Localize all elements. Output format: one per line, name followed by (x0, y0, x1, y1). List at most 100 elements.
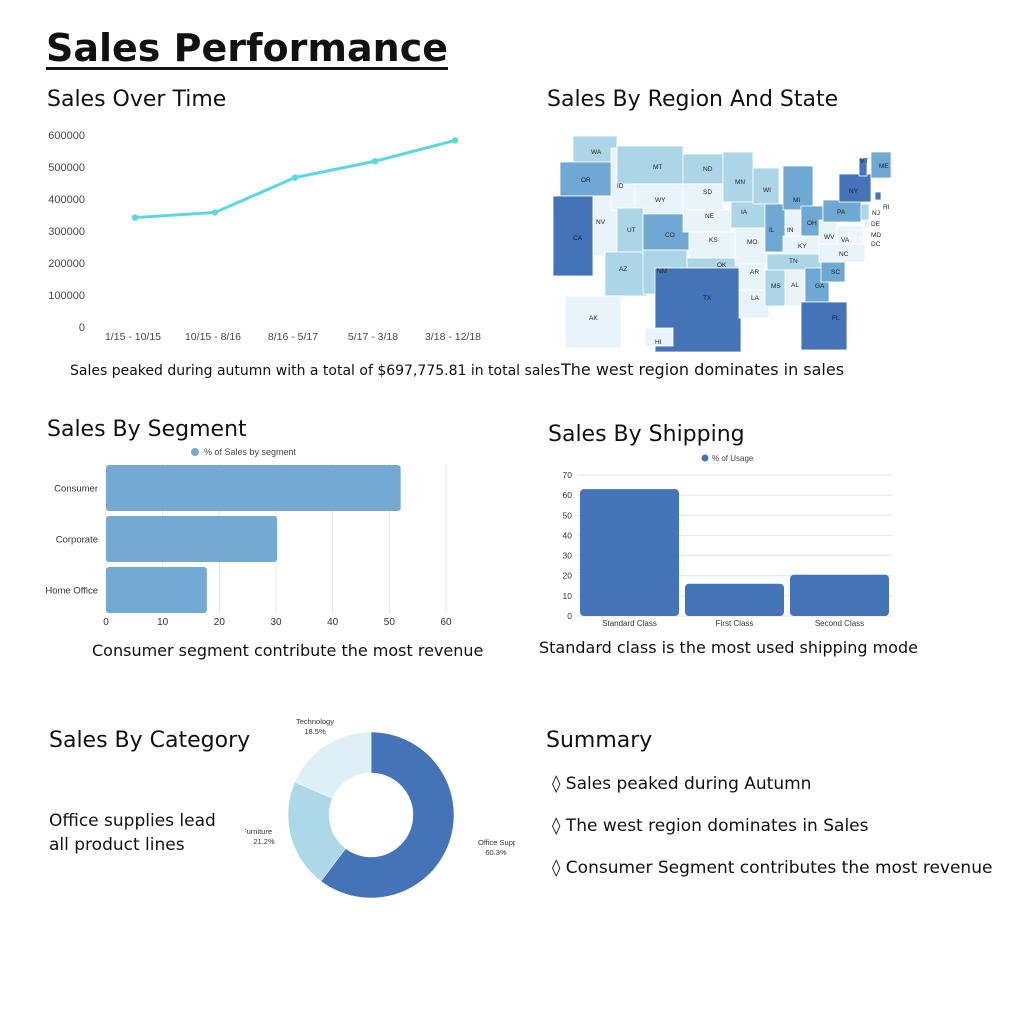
state-label: DC (871, 241, 881, 248)
state-label: TX (703, 295, 712, 302)
y-tick-label: 500000 (48, 162, 85, 174)
sales-by-shipping-caption: Standard class is the most used shipping… (539, 638, 918, 657)
slice-percent: 21.2% (253, 837, 275, 846)
sales-by-shipping-chart: % of Usage 0 10 20 30 40 50 60 70 Standard Clas… (563, 454, 892, 628)
x-tick-label: 10/15 - 8/16 (185, 331, 241, 343)
bar (685, 583, 784, 616)
state-label: ID (617, 183, 624, 190)
state-shape (764, 203, 786, 253)
state-label: VT (860, 158, 868, 165)
state-label: NJ (872, 210, 880, 217)
state-shape (738, 263, 766, 291)
x-tick-label: Second Class (815, 619, 864, 628)
sales-by-segment-chart: % of Sales by segment Consumer Corporate H… (45, 447, 452, 628)
state-label: NM (657, 268, 667, 275)
state-label: DE (871, 221, 881, 228)
state-label: HI (655, 339, 662, 346)
state-label: MS (771, 283, 781, 290)
slice-label: Technology (296, 717, 334, 726)
state-label: TN (789, 258, 798, 265)
y-tick-label: 10 (563, 591, 573, 601)
state-label: SD (703, 189, 712, 196)
x-tick-label: 60 (440, 617, 452, 628)
state-shape (752, 167, 780, 205)
state-shape (870, 151, 892, 179)
state-label: AL (791, 282, 799, 289)
state-label: MD (871, 232, 881, 239)
bar (790, 574, 889, 616)
x-tick-label: Standard Class (602, 619, 657, 628)
state-shape (552, 195, 594, 277)
state-label: CA (573, 235, 583, 242)
y-tick-label: 600000 (48, 130, 85, 142)
bar (106, 567, 207, 613)
state-shape (874, 191, 882, 201)
sales-by-segment-caption: Consumer segment contribute the most rev… (92, 641, 484, 660)
state-shape (848, 229, 864, 239)
legend-label: % of Sales by segment (204, 447, 297, 457)
sales-by-category-donut: Office Supplies60.3% Furniture21.2% Techno… (245, 717, 515, 899)
state-label: MT (653, 164, 662, 171)
state-shape (682, 153, 724, 185)
state-shape (644, 327, 674, 347)
sales-by-category-title: Sales By Category (49, 728, 251, 753)
state-label: VA (841, 237, 850, 244)
state-label: IN (787, 227, 794, 234)
state-label: ME (879, 163, 889, 170)
y-tick-label: 0 (567, 611, 572, 621)
state-label: NC (839, 251, 849, 258)
state-label: UT (627, 227, 636, 234)
bar (580, 489, 679, 616)
state-label: OH (807, 220, 817, 227)
x-tick-label: 20 (214, 617, 226, 628)
sales-by-segment-title: Sales By Segment (47, 417, 247, 442)
state-label: AR (750, 269, 759, 276)
state-label: ND (703, 166, 713, 173)
state-label: IA (741, 209, 748, 216)
state-shape (722, 151, 754, 203)
state-label: KS (709, 237, 718, 244)
state-shape (604, 251, 648, 297)
sales-over-time-title: Sales Over Time (47, 87, 227, 112)
state-label: WY (655, 197, 666, 204)
state-label: NY (849, 188, 859, 195)
x-tick-label: 40 (327, 617, 339, 628)
category-label: Corporate (56, 535, 98, 546)
y-tick-label: 200000 (48, 258, 85, 270)
data-point (291, 174, 299, 181)
state-label: GA (815, 283, 825, 290)
y-tick-label: 400000 (48, 194, 85, 206)
x-tick-label: 50 (384, 617, 396, 628)
x-tick-label: 5/17 - 3/18 (348, 331, 398, 343)
state-shape (854, 237, 862, 245)
legend-label: % of Usage (712, 454, 754, 463)
state-label: PA (837, 209, 846, 216)
state-shape (734, 227, 768, 267)
state-label: NV (596, 219, 606, 226)
page-title: Sales Performance (46, 26, 448, 70)
state-label: IL (769, 227, 775, 234)
state-shape (564, 295, 622, 349)
state-label: MO (747, 239, 757, 246)
state-shape (860, 203, 870, 221)
data-point (131, 214, 139, 221)
state-shape (782, 165, 814, 211)
state-label: CO (665, 232, 675, 239)
state-label: WA (591, 149, 602, 156)
sales-by-category-caption-line1: Office supplies lead (49, 811, 216, 831)
state-label: MN (735, 179, 745, 186)
state-shape (730, 201, 766, 229)
state-label: AZ (619, 266, 627, 273)
state-label: LA (751, 295, 760, 302)
data-point (451, 137, 459, 144)
x-tick-label: First Class (716, 619, 754, 628)
us-sales-map: WA OR CA NV ID MT WY UT AZ CO NM ND SD NE KS OK TX MN IA MO… (552, 135, 892, 353)
summary-item: ◊ The west region dominates in Sales (552, 816, 869, 836)
state-label: WI (763, 187, 771, 194)
sales-by-region-title: Sales By Region And State (547, 87, 839, 112)
y-tick-label: 100000 (48, 290, 85, 302)
category-label: Consumer (54, 484, 98, 495)
x-tick-label: 3/18 - 12/18 (425, 331, 481, 343)
sales-over-time-chart: 0 100000 200000 300000 400000 500000 600000 1/… (48, 130, 481, 343)
pie-slice (320, 731, 455, 899)
